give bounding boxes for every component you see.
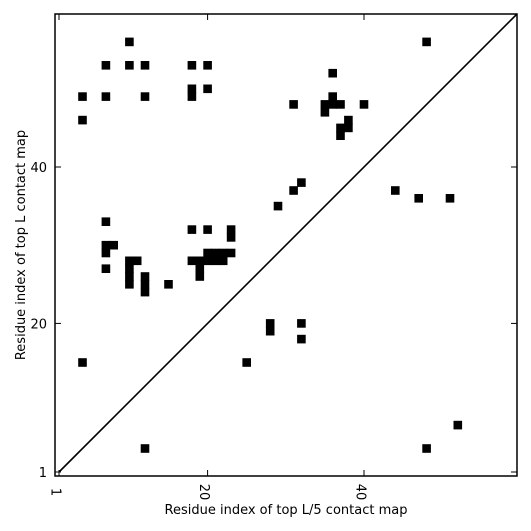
contact-cell — [226, 233, 236, 242]
y-tick-label: 1 — [39, 466, 47, 481]
x-axis-ticks: 1 20 40 — [48, 14, 368, 500]
contact-cell — [265, 326, 275, 336]
contact-cell — [195, 256, 205, 266]
contact-cell — [414, 194, 423, 203]
contact-cell — [203, 61, 212, 70]
contact-cell — [422, 444, 431, 453]
contact-cell — [344, 123, 353, 133]
contact-cell — [101, 217, 111, 226]
contact-cell — [289, 100, 298, 109]
contact-cell — [328, 68, 337, 78]
contact-cell — [336, 100, 345, 109]
contact-cell — [187, 61, 197, 70]
contact-cell — [265, 319, 275, 328]
x-tick-label: 1 — [48, 488, 63, 496]
contact-cell — [101, 264, 111, 273]
plot-frame — [54, 13, 518, 477]
contact-cell — [203, 256, 212, 266]
contact-cell — [359, 100, 369, 109]
x-tick-label: 40 — [353, 484, 368, 501]
contact-cell — [203, 248, 212, 258]
contact-cell — [164, 280, 173, 289]
contact-cell — [187, 256, 197, 266]
contact-cell — [218, 248, 228, 258]
contact-cell — [226, 248, 236, 258]
contact-cell — [187, 225, 197, 234]
contact-cell — [132, 256, 142, 266]
contact-cell — [336, 123, 345, 133]
contact-cell — [125, 272, 134, 281]
contact-cell — [101, 61, 111, 70]
diagonal-line — [58, 13, 518, 473]
contact-cell — [125, 256, 134, 266]
contact-cell — [320, 108, 330, 117]
contact-cell — [391, 186, 400, 195]
contact-cell — [195, 264, 205, 273]
contact-cell — [344, 115, 353, 125]
contact-cell — [125, 61, 134, 70]
contact-cell — [218, 256, 228, 266]
y-tick-label: 20 — [30, 317, 47, 332]
contact-cell — [328, 100, 337, 109]
contact-cell — [101, 92, 111, 101]
contact-cell — [226, 225, 236, 234]
contact-cell — [125, 264, 134, 273]
contact-cell — [109, 240, 118, 250]
contact-cell — [422, 37, 431, 47]
contact-cell — [445, 194, 455, 203]
contact-cell — [195, 272, 205, 281]
contact-cell — [125, 280, 134, 289]
contact-cell — [453, 420, 463, 430]
contact-cell — [289, 186, 298, 195]
y-tick-label: 40 — [30, 161, 47, 176]
contact-cells — [78, 37, 463, 453]
contact-cell — [203, 84, 212, 94]
contact-cell — [140, 287, 150, 297]
contact-cell — [211, 248, 220, 258]
contact-cell — [101, 240, 111, 250]
contact-cell — [140, 61, 150, 70]
contact-cell — [140, 272, 150, 281]
contact-cell — [297, 319, 306, 328]
contact-cell — [273, 201, 283, 211]
contact-cell — [211, 256, 220, 266]
contact-cell — [125, 37, 134, 47]
y-axis-label: Residue index of top L contact map — [14, 130, 29, 360]
contact-cell — [78, 358, 87, 367]
contact-cell — [140, 280, 150, 289]
x-axis-label: Residue index of top L/5 contact map — [165, 503, 408, 518]
contact-cell — [320, 100, 330, 109]
contact-cell — [203, 225, 212, 234]
contact-cell — [187, 92, 197, 101]
contact-cell — [140, 444, 150, 453]
contact-cell — [78, 92, 87, 101]
y-axis-ticks: 1 20 40 — [30, 161, 517, 481]
contact-cell — [140, 92, 150, 101]
contact-cell — [101, 248, 111, 258]
contact-cell — [78, 115, 87, 125]
contact-cell — [242, 358, 251, 367]
contact-cell — [297, 178, 306, 187]
contact-cell — [297, 334, 306, 344]
x-tick-label: 20 — [196, 484, 211, 501]
contact-cell — [336, 131, 345, 140]
contact-cell — [187, 84, 197, 94]
contact-cell — [328, 92, 337, 101]
